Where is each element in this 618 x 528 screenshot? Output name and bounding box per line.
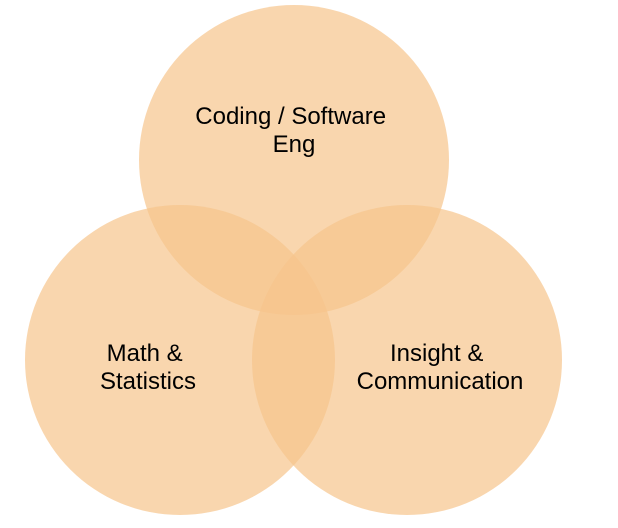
label-math-line-1: Math & [107,340,183,367]
label-insight-line-2: Communication [357,368,524,395]
label-math-line-2: Statistics [100,368,196,395]
circle-insight-communication [252,205,562,515]
label-insight-communication: Insight & Communication [357,340,524,395]
circle-math-statistics [25,205,335,515]
label-coding-software-eng: Coding / Software Eng [195,103,392,158]
venn-circles [25,5,562,515]
label-math-statistics: Math & Statistics [100,340,196,395]
label-insight-line-1: Insight & [390,340,483,367]
venn-labels: Coding / Software Eng Math & Statistics … [100,103,523,395]
label-coding-line-1: Coding / Software [195,103,386,130]
label-coding-line-2: Eng [273,131,316,158]
